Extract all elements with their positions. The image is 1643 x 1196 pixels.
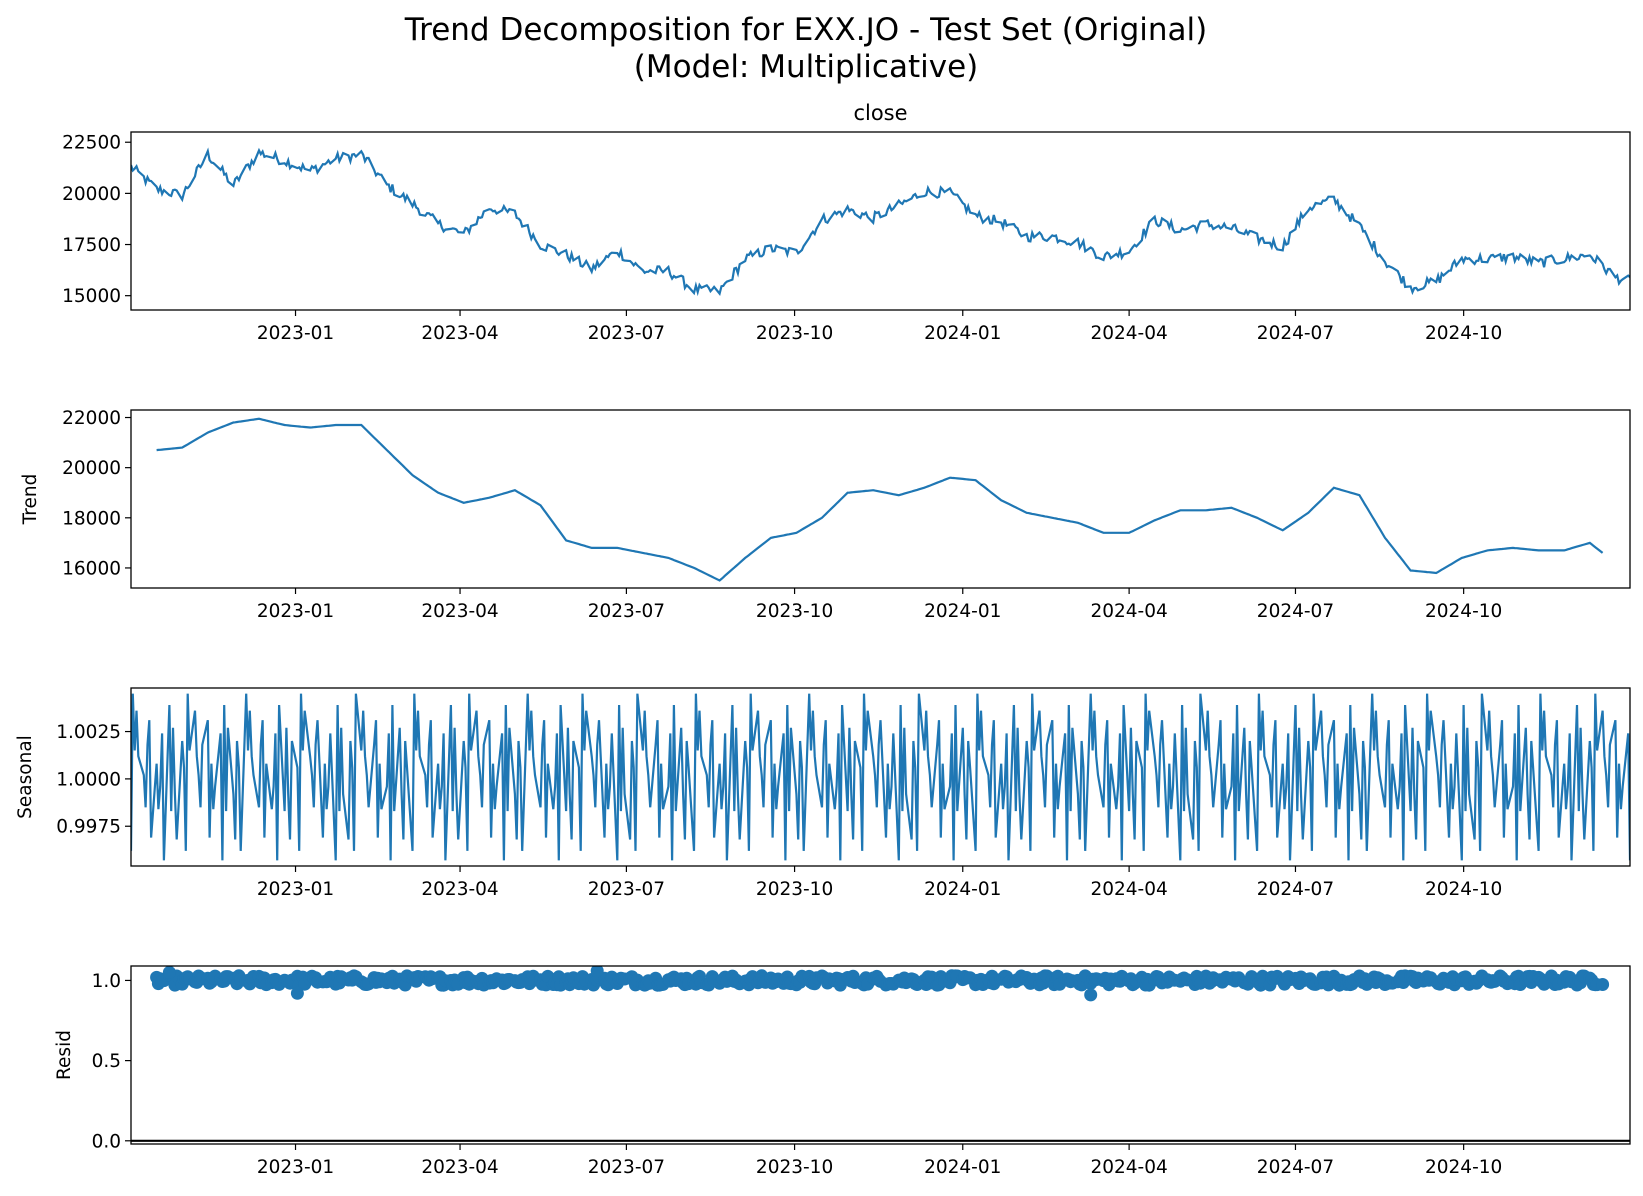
x-tick-label: 2023-07 <box>588 879 665 900</box>
x-tick-label: 2023-01 <box>257 323 334 344</box>
x-tick-label: 2023-01 <box>257 1157 334 1178</box>
series-line <box>131 147 1630 297</box>
x-tick-label: 2024-04 <box>1090 323 1167 344</box>
y-axis-label: Trend <box>20 474 41 526</box>
x-tick-label: 2023-10 <box>756 1157 833 1178</box>
x-tick-label: 2023-10 <box>756 323 833 344</box>
resid-point <box>162 966 176 979</box>
plot-area <box>156 417 1604 582</box>
x-tick-label: 2023-07 <box>588 601 665 622</box>
y-tick-label: 20000 <box>62 184 121 205</box>
x-tick-label: 2023-01 <box>257 601 334 622</box>
y-axis-label: Resid <box>54 1030 75 1080</box>
y-tick-label: 1.0025 <box>56 722 121 743</box>
axes-frame <box>130 687 1631 867</box>
subplot-4: Resid 0.0 0.5 1.0 2023-01 2023-04 2023-07 2023-… <box>54 965 1631 1178</box>
y-tick-label: 22000 <box>62 408 121 429</box>
axes-frame <box>130 965 1631 1145</box>
x-tick-label: 2023-10 <box>756 601 833 622</box>
x-tick-label: 2024-01 <box>924 1157 1001 1178</box>
plot-area <box>131 966 1630 1142</box>
x-tick-label: 2024-07 <box>1257 879 1334 900</box>
panel-title: close <box>853 101 907 125</box>
axes-frame <box>130 409 1631 589</box>
subplot-1: close 15000 17500 20000 22500 2023-01 2023-04 2… <box>62 101 1631 344</box>
x-tick-label: 2024-10 <box>1425 601 1502 622</box>
axes-frame <box>130 131 1631 311</box>
subplots: close 15000 17500 20000 22500 2023-01 2023-04 2… <box>15 101 1631 1178</box>
x-tick-label: 2023-04 <box>421 323 498 344</box>
x-tick-label: 2024-10 <box>1425 879 1502 900</box>
y-tick-label: 15000 <box>62 286 121 307</box>
figure-title-line-1: Trend Decomposition for EXX.JO - Test Se… <box>404 12 1207 48</box>
y-tick-label: 17500 <box>62 235 121 256</box>
subplot-3: Seasonal 0.9975 1.0000 1.0025 2023-01 2023-04… <box>15 687 1631 900</box>
x-tick-label: 2024-07 <box>1257 1157 1334 1178</box>
resid-point <box>290 986 304 1000</box>
y-tick-label: 22500 <box>62 133 121 154</box>
resid-point <box>1596 978 1610 991</box>
x-tick-label: 2024-07 <box>1257 601 1334 622</box>
y-tick-label: 16000 <box>62 558 121 579</box>
x-tick-label: 2023-07 <box>588 1157 665 1178</box>
x-tick-label: 2024-10 <box>1425 323 1502 344</box>
series-line <box>156 417 1604 582</box>
y-tick-label: 20000 <box>62 458 121 479</box>
x-tick-label: 2024-01 <box>924 323 1001 344</box>
subplot-2: Trend 16000 18000 20000 22000 2023-01 2023-04 2… <box>20 408 1631 622</box>
x-tick-label: 2024-07 <box>1257 323 1334 344</box>
x-tick-label: 2024-04 <box>1090 1157 1167 1178</box>
resid-point <box>1084 988 1098 1002</box>
y-tick-label: 0.5 <box>92 1051 121 1072</box>
x-tick-label: 2023-04 <box>421 879 498 900</box>
plot-area <box>131 693 1630 861</box>
x-tick-label: 2024-10 <box>1425 1157 1502 1178</box>
y-tick-label: 18000 <box>62 508 121 529</box>
x-tick-label: 2023-07 <box>588 323 665 344</box>
y-axis-label: Seasonal <box>15 735 36 819</box>
x-tick-label: 2023-04 <box>421 1157 498 1178</box>
resid-point <box>590 966 604 978</box>
seasonal-line <box>131 693 1630 861</box>
x-tick-label: 2023-01 <box>257 879 334 900</box>
x-tick-label: 2024-04 <box>1090 879 1167 900</box>
x-tick-label: 2023-10 <box>756 879 833 900</box>
y-tick-label: 1.0 <box>92 971 121 992</box>
x-tick-label: 2024-01 <box>924 601 1001 622</box>
plot-area <box>131 147 1630 297</box>
x-tick-label: 2024-01 <box>924 879 1001 900</box>
x-tick-label: 2023-04 <box>421 601 498 622</box>
y-tick-label: 0.9975 <box>56 817 121 838</box>
y-tick-label: 1.0000 <box>56 769 121 790</box>
x-tick-label: 2024-04 <box>1090 601 1167 622</box>
y-tick-label: 0.0 <box>92 1131 121 1152</box>
figure-title-line-2: (Model: Multiplicative) <box>634 49 978 85</box>
